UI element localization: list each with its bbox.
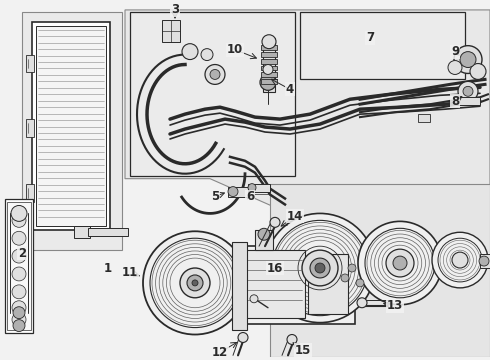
Circle shape bbox=[310, 258, 330, 278]
Circle shape bbox=[263, 64, 273, 75]
Circle shape bbox=[460, 51, 476, 67]
Circle shape bbox=[192, 280, 198, 286]
Bar bbox=[32, 22, 110, 230]
Circle shape bbox=[302, 250, 338, 286]
Bar bbox=[418, 114, 430, 122]
Circle shape bbox=[12, 301, 26, 315]
Circle shape bbox=[205, 64, 225, 84]
Bar bbox=[263, 38, 275, 92]
Polygon shape bbox=[270, 184, 490, 357]
Circle shape bbox=[270, 217, 280, 227]
Bar bbox=[480, 254, 490, 268]
Circle shape bbox=[357, 298, 367, 308]
Text: 1: 1 bbox=[104, 261, 112, 275]
Circle shape bbox=[238, 333, 248, 342]
Circle shape bbox=[12, 267, 26, 281]
Circle shape bbox=[315, 263, 325, 273]
Circle shape bbox=[258, 228, 270, 240]
Circle shape bbox=[210, 69, 220, 80]
Text: 4: 4 bbox=[286, 83, 294, 96]
Circle shape bbox=[470, 63, 486, 80]
Text: 15: 15 bbox=[295, 344, 311, 357]
Text: 10: 10 bbox=[227, 43, 243, 56]
Text: 9: 9 bbox=[451, 45, 459, 58]
Bar bbox=[22, 12, 122, 250]
Circle shape bbox=[479, 256, 489, 266]
Circle shape bbox=[432, 232, 488, 288]
Circle shape bbox=[11, 206, 27, 221]
Text: 8: 8 bbox=[451, 95, 459, 108]
Bar bbox=[308, 254, 348, 314]
Bar bbox=[130, 12, 295, 176]
Text: 13: 13 bbox=[387, 299, 403, 312]
Circle shape bbox=[458, 81, 478, 101]
Bar bbox=[255, 230, 273, 250]
Bar bbox=[7, 202, 31, 329]
Circle shape bbox=[12, 249, 26, 263]
Circle shape bbox=[386, 249, 414, 277]
Circle shape bbox=[265, 213, 375, 323]
Bar bbox=[228, 186, 248, 197]
Bar bbox=[248, 184, 270, 192]
Bar bbox=[300, 12, 465, 80]
Text: 7: 7 bbox=[366, 31, 374, 44]
Bar bbox=[261, 45, 277, 50]
Circle shape bbox=[201, 49, 213, 60]
Bar bbox=[261, 80, 277, 84]
Text: 12: 12 bbox=[212, 346, 228, 359]
Circle shape bbox=[182, 44, 198, 59]
Text: 11: 11 bbox=[122, 266, 138, 279]
Circle shape bbox=[463, 86, 473, 96]
Circle shape bbox=[341, 274, 349, 282]
Circle shape bbox=[454, 46, 482, 73]
Bar bbox=[456, 97, 480, 105]
Circle shape bbox=[12, 213, 26, 227]
Bar bbox=[26, 184, 34, 202]
Circle shape bbox=[250, 295, 258, 303]
Circle shape bbox=[262, 35, 276, 49]
Text: 5: 5 bbox=[211, 190, 219, 203]
Bar bbox=[88, 228, 128, 236]
Bar bbox=[36, 26, 106, 226]
Circle shape bbox=[143, 231, 247, 334]
Bar bbox=[240, 250, 305, 318]
Bar bbox=[74, 226, 90, 238]
Bar bbox=[5, 198, 33, 333]
Text: 3: 3 bbox=[171, 4, 179, 17]
Bar bbox=[26, 119, 34, 137]
Circle shape bbox=[12, 313, 26, 327]
Circle shape bbox=[356, 279, 364, 287]
Circle shape bbox=[452, 252, 468, 268]
Circle shape bbox=[228, 186, 238, 197]
Circle shape bbox=[393, 256, 407, 270]
Circle shape bbox=[260, 75, 276, 90]
Text: 16: 16 bbox=[267, 261, 283, 275]
Circle shape bbox=[12, 231, 26, 245]
Circle shape bbox=[248, 184, 256, 192]
Bar bbox=[232, 242, 247, 329]
Bar bbox=[261, 66, 277, 71]
Bar bbox=[162, 20, 180, 42]
Text: 2: 2 bbox=[18, 247, 26, 260]
Circle shape bbox=[287, 334, 297, 345]
Bar bbox=[261, 59, 277, 63]
Circle shape bbox=[13, 307, 25, 319]
Circle shape bbox=[448, 60, 462, 75]
Bar bbox=[235, 246, 355, 324]
Circle shape bbox=[13, 320, 25, 332]
Bar bbox=[261, 51, 277, 57]
Circle shape bbox=[12, 285, 26, 299]
Circle shape bbox=[180, 268, 210, 298]
Bar bbox=[26, 55, 34, 72]
Polygon shape bbox=[125, 10, 490, 219]
Text: 6: 6 bbox=[246, 190, 254, 203]
Text: 14: 14 bbox=[287, 210, 303, 223]
Circle shape bbox=[187, 275, 203, 291]
Circle shape bbox=[348, 264, 356, 272]
Circle shape bbox=[358, 221, 442, 305]
Bar bbox=[261, 72, 277, 77]
